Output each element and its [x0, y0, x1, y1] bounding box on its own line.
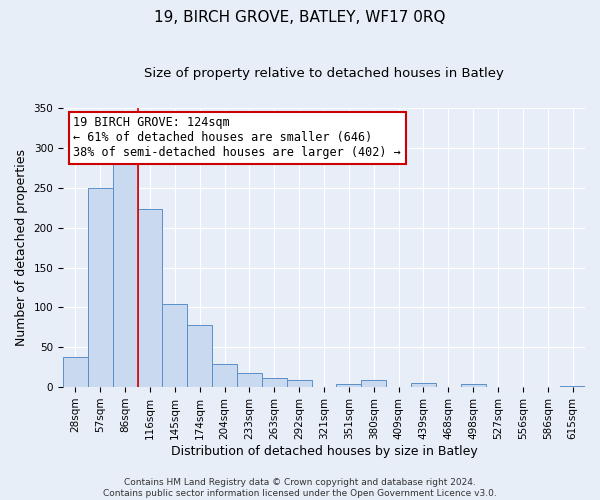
- Bar: [212, 364, 237, 387]
- Text: 19, BIRCH GROVE, BATLEY, WF17 0RQ: 19, BIRCH GROVE, BATLEY, WF17 0RQ: [154, 10, 446, 25]
- X-axis label: Distribution of detached houses by size in Batley: Distribution of detached houses by size …: [170, 444, 478, 458]
- Bar: [361, 380, 386, 387]
- Bar: [137, 208, 163, 387]
- Y-axis label: Number of detached properties: Number of detached properties: [15, 149, 28, 346]
- Bar: [461, 384, 485, 387]
- Bar: [287, 380, 311, 387]
- Bar: [163, 304, 187, 387]
- Bar: [262, 378, 287, 387]
- Text: Contains HM Land Registry data © Crown copyright and database right 2024.
Contai: Contains HM Land Registry data © Crown c…: [103, 478, 497, 498]
- Bar: [88, 188, 113, 387]
- Bar: [63, 357, 88, 387]
- Bar: [560, 386, 585, 387]
- Text: 19 BIRCH GROVE: 124sqm
← 61% of detached houses are smaller (646)
38% of semi-de: 19 BIRCH GROVE: 124sqm ← 61% of detached…: [73, 116, 401, 160]
- Bar: [337, 384, 361, 387]
- Bar: [113, 155, 137, 387]
- Bar: [411, 383, 436, 387]
- Bar: [187, 325, 212, 387]
- Bar: [237, 372, 262, 387]
- Title: Size of property relative to detached houses in Batley: Size of property relative to detached ho…: [144, 68, 504, 80]
